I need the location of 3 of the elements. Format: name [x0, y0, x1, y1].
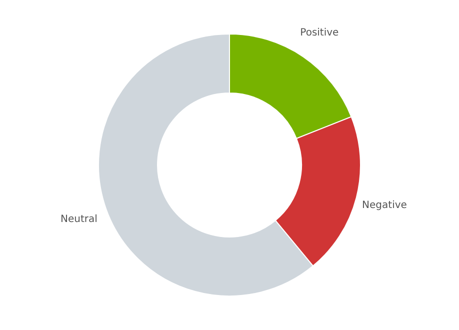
slice-label: Negative: [362, 200, 407, 211]
slice-label: Positive: [300, 28, 339, 39]
slice-label: Neutral: [60, 214, 98, 226]
